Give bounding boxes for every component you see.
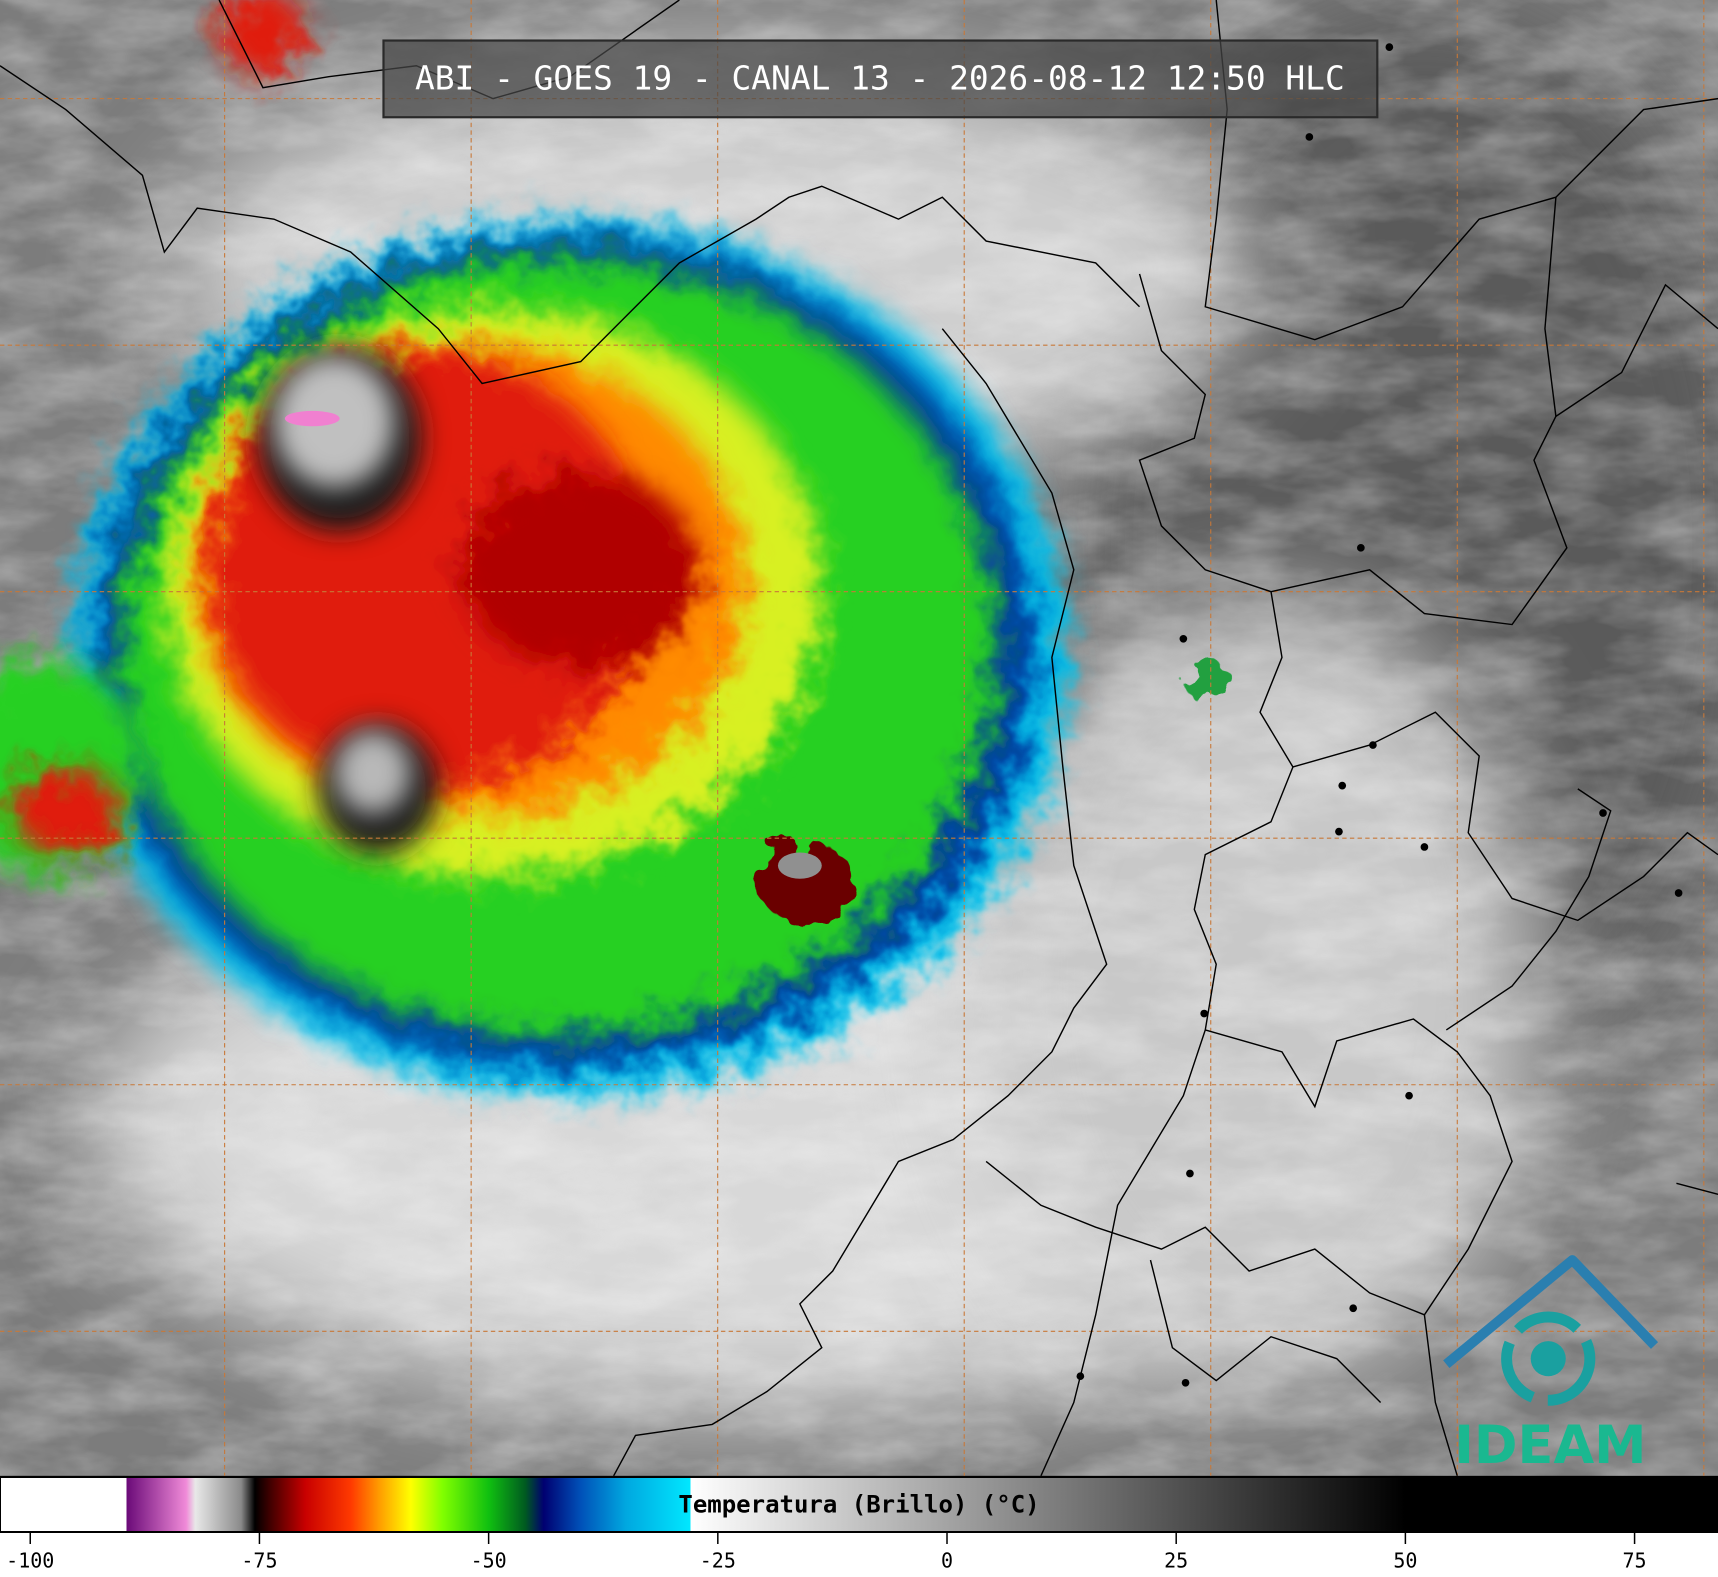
border (1205, 1018, 1513, 1476)
tick-label: -75 (241, 1549, 277, 1573)
border (1040, 273, 1294, 1476)
cold-top (334, 730, 411, 815)
cloud-cell (219, 0, 307, 77)
city-marker (1385, 43, 1394, 51)
cold-top (284, 410, 340, 427)
city-marker (1420, 843, 1429, 851)
coastline (0, 65, 1141, 385)
border (985, 1160, 1425, 1316)
border (1676, 1182, 1718, 1196)
map: IDEAM ABI - GOES 19 - CANAL 13 - 2026-08… (0, 0, 1718, 1476)
city-marker (1305, 133, 1314, 141)
cloud-cell (1181, 659, 1230, 700)
city-marker (1181, 1378, 1190, 1387)
tick-label: 25 (1164, 1549, 1188, 1573)
city-marker (1405, 1091, 1413, 1100)
title: ABI - GOES 19 - CANAL 13 - 2026-08-12 12… (415, 58, 1345, 97)
city-marker (1599, 809, 1607, 817)
tick-label: 50 (1393, 1549, 1417, 1573)
border (1149, 1259, 1382, 1403)
city-marker (1335, 827, 1343, 836)
logo-swirl (1501, 1311, 1596, 1406)
logo-swirl (1530, 1341, 1566, 1377)
logo-roof (1443, 1255, 1659, 1368)
tick-label: -100 (6, 1549, 54, 1573)
coastline (612, 328, 1108, 1476)
storm-core (460, 471, 702, 669)
cloud-cell (10, 766, 121, 855)
city-marker (1338, 781, 1347, 790)
tick-label: -50 (471, 1549, 507, 1573)
tick-label: 75 (1623, 1549, 1647, 1573)
city-marker (1349, 1304, 1358, 1313)
city-marker (1186, 1169, 1194, 1178)
tick-label: -25 (700, 1549, 736, 1573)
border (1270, 416, 1568, 626)
city-marker (1179, 634, 1188, 643)
city-marker (1674, 889, 1683, 897)
logo-text: IDEAM (1454, 1415, 1646, 1476)
city-marker (1200, 1009, 1209, 1018)
city-marker (1357, 544, 1365, 552)
city-marker (1076, 1372, 1085, 1381)
city-marker (1369, 741, 1377, 749)
border (1292, 711, 1718, 922)
border (1204, 0, 1718, 341)
logo: IDEAM (1443, 1255, 1659, 1476)
title-box (382, 39, 1379, 119)
city-markers (1076, 43, 1683, 1387)
colorbar: Temperatura (Brillo) (°C) -100 -75 -50 -25 0 2… (0, 1476, 1718, 1573)
border (1445, 788, 1612, 1031)
colorbar-bar (0, 1476, 1718, 1533)
cold-top (777, 852, 822, 879)
border (1544, 197, 1718, 418)
colorbar-label: Temperatura (Brillo) (°C) (678, 1491, 1039, 1519)
tick-label: 0 (941, 1549, 953, 1573)
